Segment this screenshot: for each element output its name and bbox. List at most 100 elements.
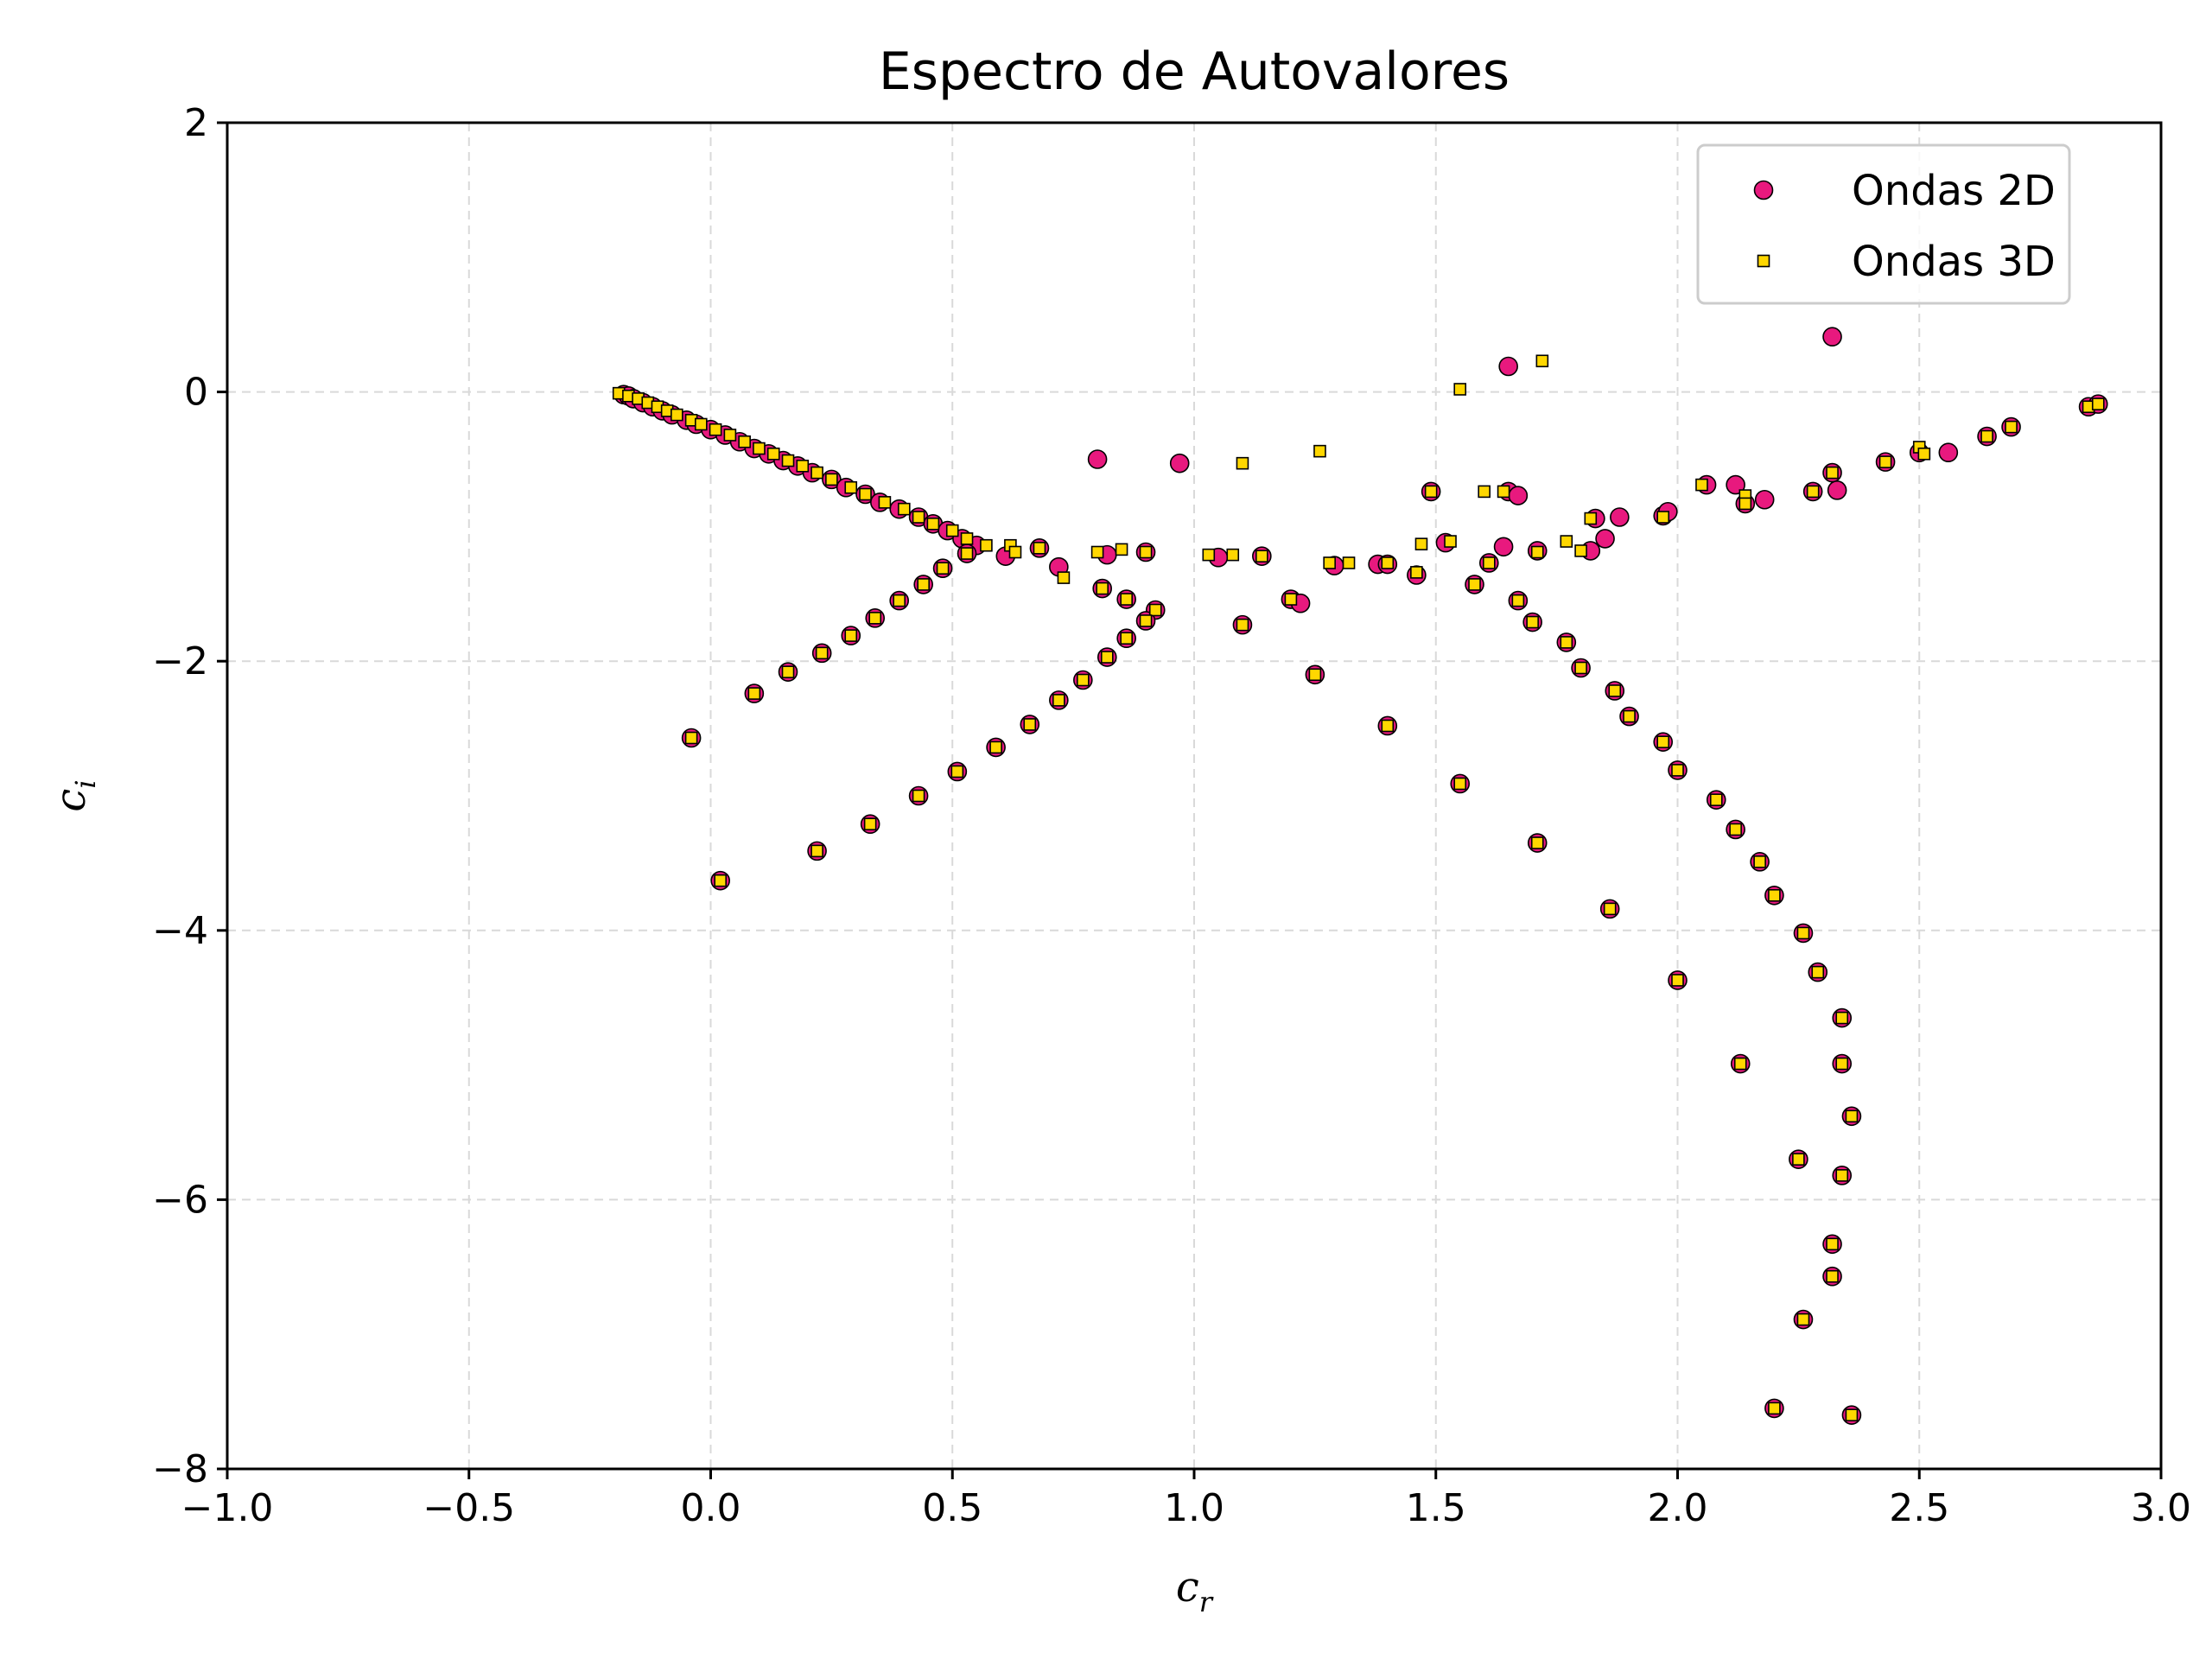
ondas-2d-point bbox=[1610, 507, 1630, 527]
y-tick-label: −4 bbox=[152, 909, 208, 953]
ondas-3d-point bbox=[1482, 556, 1496, 569]
legend-label: Ondas 2D bbox=[1852, 167, 2056, 215]
x-tick-label: 0.0 bbox=[681, 1486, 741, 1530]
ondas-3d-point bbox=[1468, 578, 1481, 591]
ondas-3d-point bbox=[1878, 455, 1892, 468]
ondas-3d-point bbox=[844, 480, 858, 494]
y-tick-label: −8 bbox=[152, 1447, 208, 1491]
ondas-3d-point bbox=[1342, 556, 1356, 569]
ondas-3d-point bbox=[878, 496, 892, 509]
ondas-3d-point bbox=[1608, 684, 1622, 697]
ondas-3d-point bbox=[926, 517, 940, 531]
ondas-3d-point bbox=[1623, 709, 1636, 723]
ondas-3d-point bbox=[1917, 447, 1931, 461]
ondas-3d-point bbox=[753, 442, 766, 455]
ondas-3d-point bbox=[1453, 383, 1467, 396]
y-tick-label: −6 bbox=[152, 1178, 208, 1222]
ondas-3d-point bbox=[1806, 485, 1820, 499]
legend-marker-ondas-2d bbox=[1753, 180, 1774, 200]
ondas-3d-point bbox=[714, 874, 727, 887]
ondas-3d-point bbox=[1530, 836, 1544, 849]
ondas-3d-point bbox=[1753, 855, 1766, 868]
ondas-3d-point bbox=[859, 487, 872, 501]
ondas-3d-point bbox=[1090, 545, 1104, 559]
ondas-3d-point bbox=[1574, 544, 1587, 557]
legend: Ondas 2D Ondas 3D bbox=[1696, 143, 2071, 305]
ondas-3d-point bbox=[1052, 694, 1065, 707]
ondas-3d-point bbox=[1120, 593, 1133, 606]
ondas-3d-point bbox=[810, 466, 823, 480]
ondas-2d-point bbox=[1508, 486, 1529, 505]
ondas-3d-point bbox=[723, 429, 737, 442]
ondas-3d-point bbox=[1478, 485, 1491, 499]
ondas-2d-point bbox=[1087, 449, 1108, 469]
ondas-3d-point bbox=[1410, 566, 1423, 579]
ondas-3d-point bbox=[1729, 823, 1742, 836]
y-tick-label: −2 bbox=[152, 639, 208, 683]
ondas-3d-point bbox=[1033, 542, 1046, 555]
ondas-3d-point bbox=[1148, 603, 1162, 617]
ondas-3d-point bbox=[1584, 512, 1598, 525]
ondas-3d-point bbox=[1796, 1313, 1810, 1326]
x-tick-label: −1.0 bbox=[181, 1486, 274, 1530]
chart-title: Espectro de Autovalores bbox=[879, 41, 1510, 102]
ondas-3d-point bbox=[1323, 556, 1336, 569]
ondas-3d-point bbox=[1308, 668, 1322, 682]
ondas-3d-point bbox=[868, 612, 882, 625]
ondas-3d-point bbox=[1115, 543, 1128, 556]
ondas-3d-point bbox=[1414, 537, 1428, 550]
ondas-3d-point bbox=[1023, 718, 1037, 731]
ondas-3d-point bbox=[1424, 485, 1438, 499]
legend-box bbox=[1696, 143, 2071, 305]
ondas-3d-point bbox=[1835, 1057, 1849, 1071]
x-tick-label: 1.0 bbox=[1164, 1486, 1224, 1530]
x-tick-label: 2.0 bbox=[1648, 1486, 1708, 1530]
ondas-3d-point bbox=[960, 532, 974, 545]
ondas-3d-point bbox=[2091, 397, 2105, 410]
ondas-3d-point bbox=[2005, 420, 2018, 434]
ondas-3d-point bbox=[1120, 632, 1133, 645]
ondas-3d-point bbox=[796, 459, 810, 473]
ondas-3d-point bbox=[695, 417, 708, 431]
ondas-3d-point bbox=[1768, 1402, 1781, 1415]
ondas-3d-point bbox=[893, 594, 906, 607]
ondas-3d-point bbox=[1202, 548, 1216, 562]
ondas-2d-point bbox=[1754, 489, 1775, 510]
ondas-3d-point bbox=[912, 789, 925, 803]
x-tick-label: −0.5 bbox=[423, 1486, 515, 1530]
x-tick-label: 1.5 bbox=[1406, 1486, 1466, 1530]
ondas-3d-point bbox=[917, 578, 930, 591]
ondas-3d-point bbox=[898, 502, 911, 516]
ondas-3d-point bbox=[1100, 651, 1114, 664]
ondas-3d-point bbox=[1811, 965, 1825, 979]
ondas-3d-point bbox=[1139, 614, 1153, 627]
ondas-3d-point bbox=[825, 473, 838, 486]
ondas-2d-point bbox=[1822, 327, 1842, 347]
ondas-3d-point bbox=[1738, 497, 1752, 511]
ondas-3d-point bbox=[738, 435, 751, 448]
ondas-3d-point bbox=[1284, 593, 1298, 606]
ondas-3d-point bbox=[1733, 1057, 1747, 1071]
ondas-3d-point bbox=[1656, 735, 1670, 748]
ondas-3d-point bbox=[1255, 550, 1268, 563]
ondas-3d-point bbox=[810, 844, 823, 858]
x-tick-label: 3.0 bbox=[2131, 1486, 2191, 1530]
ondas-3d-point bbox=[989, 741, 1002, 754]
ondas-3d-point bbox=[1826, 1269, 1839, 1283]
ondas-3d-point bbox=[1226, 548, 1240, 562]
ondas-3d-point bbox=[684, 731, 698, 745]
ondas-3d-point bbox=[766, 447, 780, 461]
ondas-3d-point bbox=[1792, 1153, 1805, 1166]
legend-entry: Ondas 3D bbox=[1757, 238, 2056, 286]
ondas-3d-point bbox=[844, 629, 858, 642]
ondas-3d-point bbox=[1835, 1011, 1849, 1025]
legend-marker-ondas-3d bbox=[1757, 254, 1770, 268]
ondas-3d-point bbox=[1096, 582, 1109, 595]
ondas-3d-point bbox=[1008, 545, 1022, 559]
ondas-3d-point bbox=[1497, 485, 1510, 499]
ondas-2d-point bbox=[1827, 480, 1847, 500]
ondas-3d-point bbox=[1768, 888, 1781, 902]
ondas-3d-point bbox=[1077, 673, 1090, 687]
legend-label: Ondas 3D bbox=[1852, 238, 2056, 286]
ondas-3d-point bbox=[1826, 1237, 1839, 1251]
